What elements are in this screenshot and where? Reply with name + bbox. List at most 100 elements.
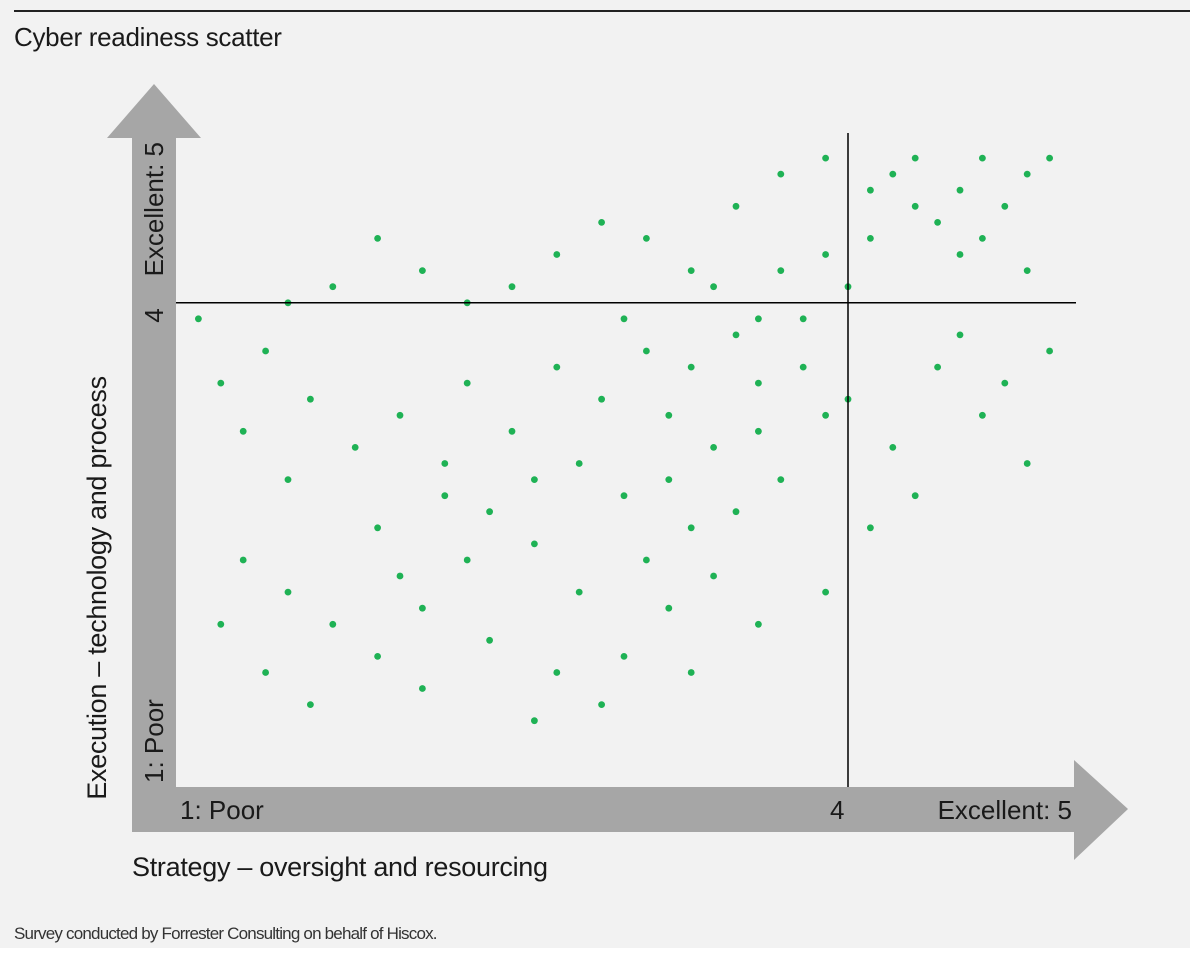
scatter-point [777,267,785,274]
scatter-point [374,235,381,242]
scatter-point [822,251,829,258]
x-tick-label-4: 4 [830,795,844,825]
scatter-point [643,235,650,242]
scatter-point [777,476,785,483]
scatter-point [687,267,695,274]
scatter-point [755,620,762,628]
scatter-point [284,588,292,596]
scatter-point [687,524,695,532]
scatter-point [911,202,919,210]
x-tick-label-excellent: Excellent: 5 [938,795,1072,825]
scatter-point [217,379,225,387]
scatter-point [777,170,785,178]
y-tick-label-excellent: Excellent: 5 [139,142,169,276]
scatter-point [934,219,941,226]
scatter-point [239,427,247,435]
scatter-point [665,476,673,483]
scatter-point [351,444,359,451]
scatter-point [665,411,673,419]
x-axis-arrow [132,760,1128,860]
scatter-point [598,219,605,226]
scatter-point [575,460,583,467]
bottom-strip [0,948,1190,964]
scatter-point [867,235,874,242]
scatter-point [643,556,650,564]
source-note: Survey conducted by Forrester Consulting… [14,924,438,943]
scatter-point [934,363,941,371]
scatter-point [799,315,807,323]
scatter-point [710,283,717,291]
scatter-point [620,492,628,500]
scatter-point [822,588,829,596]
scatter-point [419,604,426,612]
scatter-point [262,347,269,355]
y-tick-label-poor: 1: Poor [139,699,169,783]
scatter-point [687,363,695,371]
scatter-point [665,604,673,612]
scatter-point [553,669,561,676]
chart-title: Cyber readiness scatter [14,22,282,52]
scatter-point [374,524,381,532]
scatter-point [531,476,538,483]
y-axis-title: Execution – technology and process [82,376,112,800]
scatter-point [732,202,740,210]
scatter-point [911,154,919,162]
scatter-point [307,701,314,708]
y-axis-arrow [107,84,201,832]
scatter-point [239,556,247,564]
y-tick-label-4: 4 [139,308,169,322]
x-tick-label-poor: 1: Poor [180,795,264,825]
scatter-point [1001,379,1009,387]
scatter-point [419,267,426,274]
scatter-point [217,620,225,628]
scatter-point [822,411,829,419]
scatter-point [710,444,717,451]
scatter-point [956,331,964,339]
scatter-point [732,508,740,516]
scatter-point [867,186,874,194]
scatter-point [620,653,628,660]
scatter-point [307,395,314,403]
scatter-point [822,154,829,162]
scatter-point [687,669,695,676]
scatter-point [329,620,337,628]
scatter-point [463,379,471,387]
scatter-point [799,363,807,371]
scatter-point [419,685,426,692]
scatter-point [508,283,516,291]
scatter-point [463,556,471,564]
scatter-point [1023,267,1031,274]
scatter-point [979,411,986,419]
scatter-point [956,186,964,194]
scatter-point [979,235,986,242]
scatter-point [1046,154,1053,162]
scatter-point [889,444,897,451]
scatter-point [956,251,964,258]
scatter-point [620,315,628,323]
scatter-point [710,572,717,580]
scatter-point [732,331,740,339]
scatter-point [374,653,381,660]
scatter-point [486,636,493,644]
scatter-point [1046,347,1053,355]
scatter-point [531,540,538,548]
scatter-point [643,347,650,355]
scatter-point [889,170,897,178]
scatter-point [531,717,538,725]
scatter-point [396,572,404,580]
scatter-point [284,476,292,483]
scatter-point [262,669,269,676]
scatter-point [1001,202,1009,210]
scatter-point [755,379,762,387]
scatter-point [598,701,605,708]
scatter-point [441,460,449,467]
scatter-point [755,315,762,323]
scatter-point [1023,170,1031,178]
scatter-point [329,283,337,291]
top-rule [14,10,1190,12]
points-layer [195,154,1053,725]
scatter-point [441,492,449,500]
scatter-point [1023,460,1031,467]
scatter-point [979,154,986,162]
